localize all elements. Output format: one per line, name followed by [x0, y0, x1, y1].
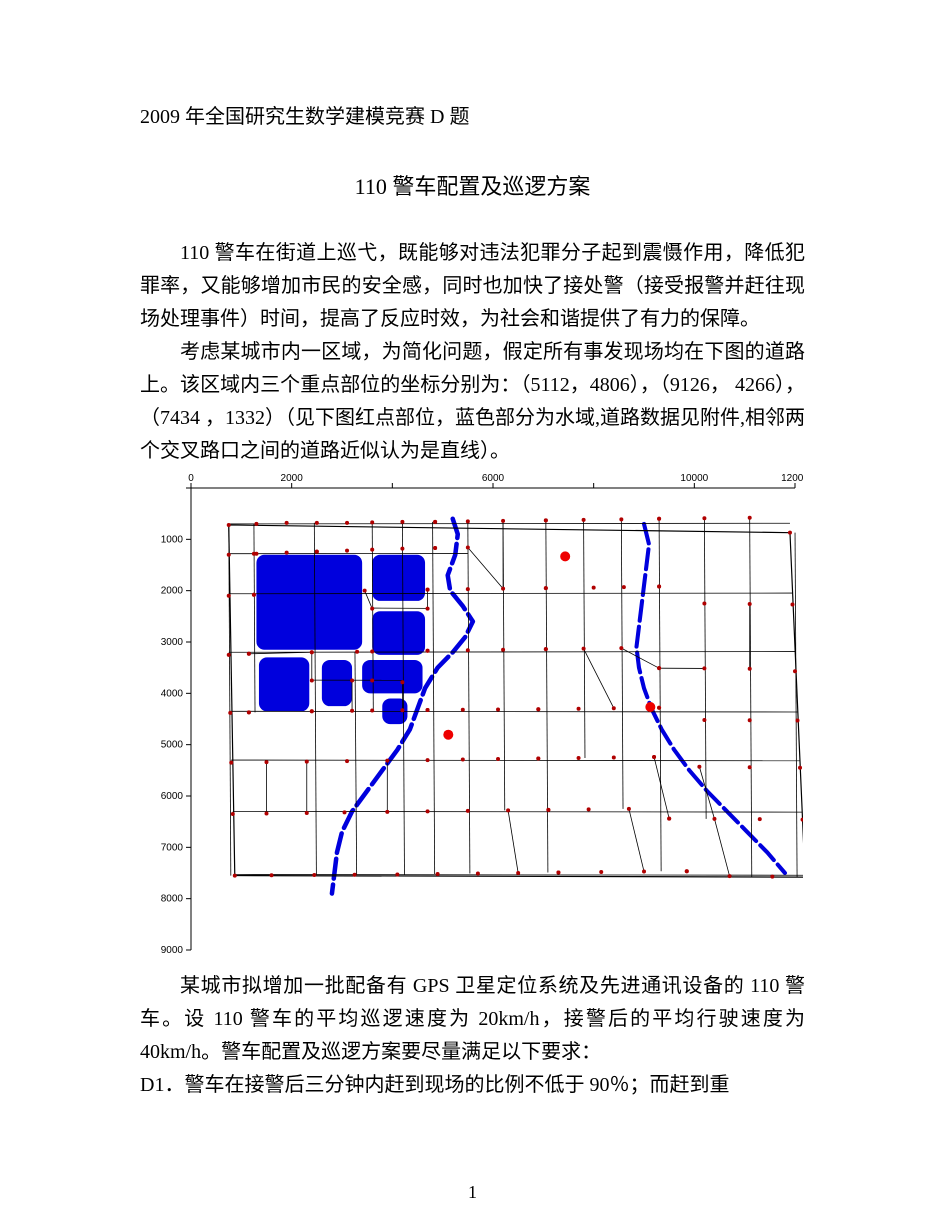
svg-text:8000: 8000 — [160, 894, 183, 905]
svg-text:3000: 3000 — [160, 637, 183, 648]
map-svg: 0 2000 6000 10000 12000 1000 2000 3000 4000 5000 6… — [143, 470, 803, 960]
page-header: 2009 年全国研究生数学建模竞赛 D 题 — [140, 100, 805, 129]
paragraph-4: D1．警车在接警后三分钟内赶到现场的比例不低于 90％；而赶到重 — [140, 1069, 805, 1102]
svg-text:4000: 4000 — [160, 688, 183, 699]
paragraph-3: 某城市拟增加一批配备有 GPS 卫星定位系统及先进通讯设备的 110 警车。设 … — [140, 970, 805, 1069]
svg-text:6000: 6000 — [160, 791, 183, 802]
svg-text:9000: 9000 — [160, 945, 183, 956]
svg-text:6000: 6000 — [481, 473, 504, 484]
svg-text:5000: 5000 — [160, 740, 183, 751]
svg-text:2000: 2000 — [280, 473, 303, 484]
page-title: 110 警车配置及巡逻方案 — [140, 169, 805, 201]
svg-text:0: 0 — [188, 473, 194, 484]
paragraph-2: 考虑某城市内一区域，为简化问题，假定所有事发现场均在下图的道路上。该区域内三个重… — [140, 336, 805, 468]
map-figure: 0 2000 6000 10000 12000 1000 2000 3000 4000 5000 6… — [143, 470, 803, 960]
svg-text:2000: 2000 — [160, 586, 183, 597]
svg-text:1000: 1000 — [160, 534, 183, 545]
svg-text:10000: 10000 — [680, 473, 708, 484]
page-number: 1 — [0, 1182, 945, 1203]
paragraph-1: 110 警车在街道上巡弋，既能够对违法犯罪分子起到震慑作用，降低犯罪率，又能够增… — [140, 237, 805, 336]
svg-text:12000: 12000 — [781, 473, 803, 484]
svg-text:7000: 7000 — [160, 842, 183, 853]
